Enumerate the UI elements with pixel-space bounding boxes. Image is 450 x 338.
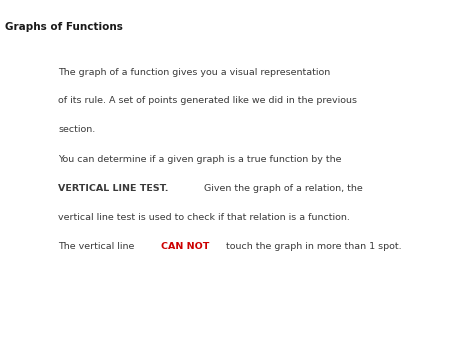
Text: Graphs of Functions: Graphs of Functions [5,22,123,32]
Text: Given the graph of a relation, the: Given the graph of a relation, the [201,184,363,193]
Text: The graph of a function gives you a visual representation: The graph of a function gives you a visu… [58,68,331,77]
Text: of its rule. A set of points generated like we did in the previous: of its rule. A set of points generated l… [58,96,357,105]
Text: vertical line test is used to check if that relation is a function.: vertical line test is used to check if t… [58,213,351,222]
Text: The vertical line: The vertical line [58,242,138,251]
Text: section.: section. [58,125,96,134]
Text: You can determine if a given graph is a true function by the: You can determine if a given graph is a … [58,155,342,165]
Text: touch the graph in more than 1 spot.: touch the graph in more than 1 spot. [223,242,402,251]
Text: CAN NOT: CAN NOT [161,242,209,251]
Text: VERTICAL LINE TEST.: VERTICAL LINE TEST. [58,184,169,193]
